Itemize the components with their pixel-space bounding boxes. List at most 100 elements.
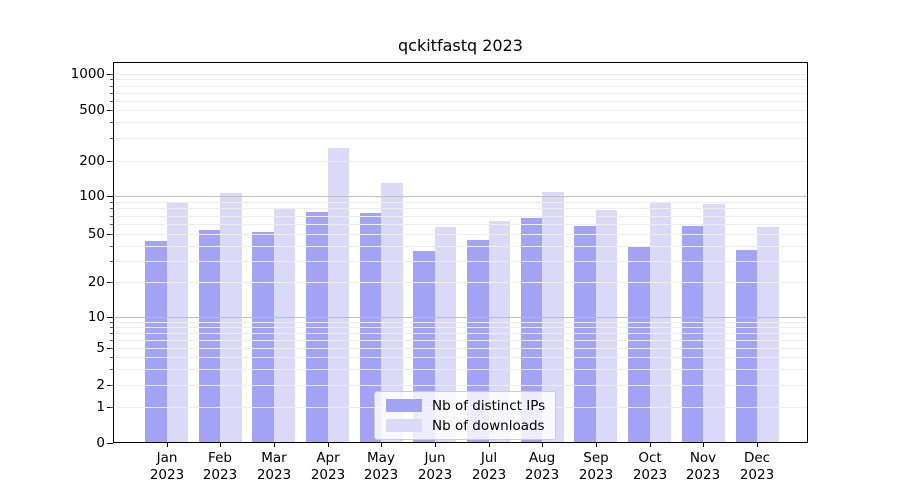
y-axis-minor-tick [110, 216, 113, 217]
y-axis-minor-tick [110, 93, 113, 94]
x-axis-tick-label: Oct 2023 [632, 450, 668, 483]
x-axis-tick-label: May 2023 [363, 450, 399, 483]
bar-distinct-ips-jan [145, 240, 167, 443]
y-axis-minor-tick [110, 261, 113, 262]
x-axis-tick-label: Jan 2023 [149, 450, 185, 483]
y-axis-tick [107, 196, 113, 197]
y-axis-minor-tick [110, 348, 113, 349]
x-axis-tick-label: Jul 2023 [471, 450, 507, 483]
y-axis-minor-tick [110, 385, 113, 386]
minor-gridline [113, 216, 808, 217]
y-axis-minor-tick [110, 122, 113, 123]
bar-distinct-ips-feb [198, 229, 221, 443]
y-axis-minor-tick [110, 369, 113, 370]
minor-gridline [113, 357, 808, 358]
x-axis-tick [274, 443, 275, 447]
bar-distinct-ips-sep [574, 225, 596, 443]
minor-gridline [113, 369, 808, 370]
x-axis-tick-label: Feb 2023 [202, 450, 238, 483]
y-axis-minor-tick [110, 202, 113, 203]
minor-gridline [113, 208, 808, 209]
x-axis-tick [435, 443, 436, 447]
legend-label-distinct-ips: Nb of distinct IPs [432, 397, 546, 414]
y-axis-tick-label: 1 [96, 399, 105, 415]
minor-gridline [113, 86, 808, 87]
bar-downloads-nov [703, 203, 725, 443]
bar-downloads-jul [488, 221, 511, 443]
minor-gridline [113, 122, 808, 123]
x-axis-tick [328, 443, 329, 447]
minor-gridline [113, 261, 808, 262]
x-axis-tick-label: Mar 2023 [256, 450, 292, 483]
minor-gridline [113, 224, 808, 225]
bar-distinct-ips-mar [252, 231, 274, 443]
bar-downloads-dec [757, 226, 779, 443]
bar-downloads-sep [595, 209, 618, 443]
bar-downloads-feb [220, 193, 242, 443]
y-axis-tick-label: 2 [96, 377, 105, 393]
x-axis-tick [703, 443, 704, 447]
major-gridline [113, 317, 808, 318]
bar-downloads-jun [434, 226, 457, 443]
legend-swatch-distinct-ips [386, 399, 422, 412]
minor-gridline [113, 79, 808, 80]
y-axis-tick [107, 443, 113, 444]
bar-downloads-mar [273, 208, 296, 443]
x-axis-tick [489, 443, 490, 447]
legend-swatch-downloads [386, 419, 422, 432]
bar-distinct-ips-oct [628, 245, 650, 443]
minor-gridline [113, 110, 808, 111]
minor-gridline [113, 234, 808, 235]
x-axis-tick-label: Sep 2023 [578, 450, 614, 483]
x-axis-tick-label: Nov 2023 [685, 450, 721, 483]
x-axis-tick [650, 443, 651, 447]
minor-gridline [113, 327, 808, 328]
minor-gridline [113, 74, 808, 75]
minor-gridline [113, 340, 808, 341]
y-axis-minor-tick [110, 161, 113, 162]
x-axis-tick-label: Apr 2023 [310, 450, 346, 483]
minor-gridline [113, 101, 808, 102]
y-axis-minor-tick [110, 86, 113, 87]
minor-gridline [113, 138, 808, 139]
bar-distinct-ips-dec [735, 249, 757, 443]
x-axis-tick-label: Dec 2023 [739, 450, 775, 483]
y-axis-tick [107, 317, 113, 318]
y-axis-minor-tick [110, 101, 113, 102]
y-axis-tick-label: 1000 [70, 66, 105, 82]
y-axis-tick-label: 20 [87, 274, 105, 290]
y-axis-minor-tick [110, 327, 113, 328]
y-axis-minor-tick [110, 74, 113, 75]
x-axis-tick [167, 443, 168, 447]
y-axis-tick-label: 200 [79, 153, 105, 169]
y-axis-minor-tick [110, 407, 113, 408]
bar-downloads-apr [327, 147, 349, 443]
y-axis-tick-label: 10 [87, 309, 105, 325]
legend-label-downloads: Nb of downloads [432, 417, 545, 434]
y-axis-minor-tick [110, 110, 113, 111]
legend-row-downloads: Nb of downloads [386, 418, 547, 434]
x-axis-tick [542, 443, 543, 447]
legend-row-distinct-ips: Nb of distinct IPs [386, 398, 547, 414]
y-axis-tick-label: 50 [87, 226, 105, 242]
bar-distinct-ips-aug [520, 218, 543, 443]
x-axis-tick-label: Jun 2023 [417, 450, 453, 483]
legend: Nb of distinct IPs Nb of downloads [374, 391, 556, 440]
y-axis-minor-tick [110, 322, 113, 323]
minor-gridline [113, 93, 808, 94]
x-axis-tick-label: Aug 2023 [524, 450, 560, 483]
y-axis-minor-tick [110, 333, 113, 334]
minor-gridline [113, 322, 808, 323]
y-axis-tick-label: 100 [79, 188, 105, 204]
y-axis-minor-tick [110, 246, 113, 247]
minor-gridline [113, 246, 808, 247]
y-axis-minor-tick [110, 282, 113, 283]
minor-gridline [113, 161, 808, 162]
x-axis-tick [757, 443, 758, 447]
bar-distinct-ips-nov [681, 225, 704, 443]
y-axis-tick-label: 5 [96, 340, 105, 356]
minor-gridline [113, 385, 808, 386]
y-axis-tick-label: 0 [96, 435, 105, 451]
chart-title: qckitfastq 2023 [398, 36, 523, 55]
